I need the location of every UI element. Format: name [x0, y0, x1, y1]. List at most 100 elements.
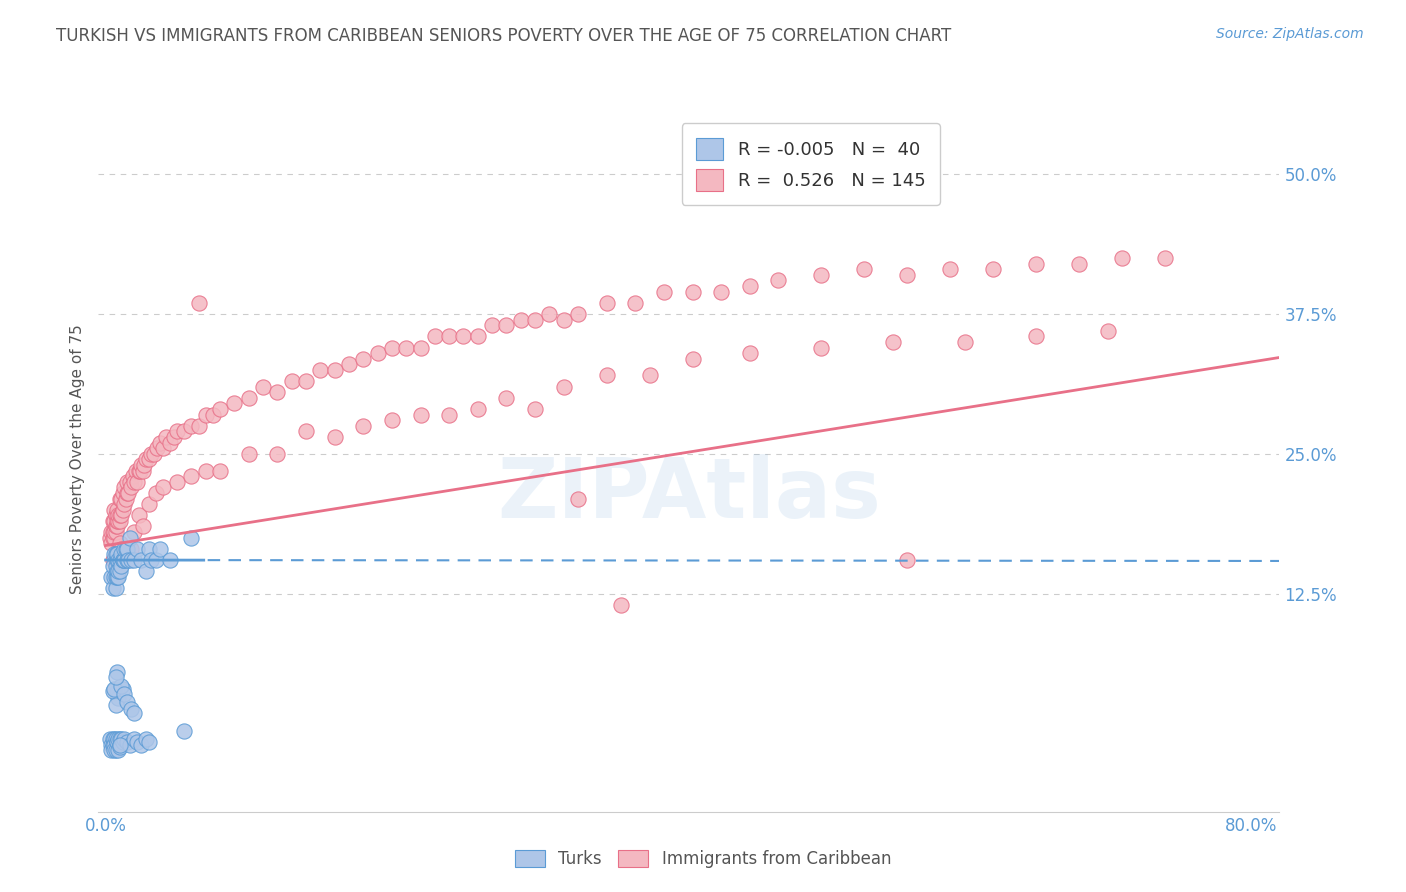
Point [896, 553, 918, 567]
Point [132, 519, 155, 533]
Point [141, 553, 163, 567]
Point [108, 514, 131, 528]
Point [103, 743, 125, 757]
Point [105, 735, 128, 749]
Point [105, 553, 128, 567]
Point [101, 531, 124, 545]
Point [131, 458, 153, 472]
Point [1154, 251, 1177, 265]
Point [187, 295, 209, 310]
Point [100, 743, 122, 757]
Point [112, 553, 135, 567]
Point [159, 553, 181, 567]
Point [143, 447, 166, 461]
Point [117, 486, 139, 500]
Point [104, 508, 127, 523]
Point [437, 329, 460, 343]
Point [138, 452, 160, 467]
Point [112, 731, 135, 746]
Point [111, 486, 134, 500]
Point [553, 379, 575, 393]
Point [104, 698, 127, 713]
Point [738, 346, 761, 360]
Point [201, 408, 224, 422]
Point [1025, 329, 1047, 343]
Point [638, 368, 661, 383]
Point [395, 341, 418, 355]
Point [173, 425, 195, 439]
Point [110, 508, 132, 523]
Point [595, 368, 617, 383]
Point [103, 548, 125, 562]
Point [100, 525, 122, 540]
Point [105, 519, 128, 533]
Point [882, 334, 904, 349]
Point [337, 357, 360, 371]
Point [323, 430, 346, 444]
Point [101, 514, 124, 528]
Point [103, 502, 125, 516]
Point [104, 519, 127, 533]
Point [104, 743, 127, 757]
Point [115, 695, 138, 709]
Point [280, 374, 302, 388]
Point [187, 418, 209, 433]
Point [105, 665, 128, 679]
Point [103, 525, 125, 540]
Point [295, 425, 318, 439]
Point [738, 279, 761, 293]
Point [209, 464, 232, 478]
Point [110, 731, 132, 746]
Point [107, 731, 129, 746]
Point [104, 570, 127, 584]
Point [381, 413, 404, 427]
Point [108, 536, 131, 550]
Point [467, 402, 489, 417]
Point [1111, 251, 1133, 265]
Point [105, 548, 128, 562]
Point [524, 402, 547, 417]
Point [98, 731, 121, 746]
Point [120, 702, 142, 716]
Point [896, 268, 918, 282]
Point [810, 341, 832, 355]
Point [509, 312, 531, 326]
Point [110, 491, 132, 506]
Text: ZIPAtlas: ZIPAtlas [496, 454, 882, 535]
Point [238, 447, 260, 461]
Point [107, 570, 129, 584]
Point [141, 447, 163, 461]
Point [111, 553, 134, 567]
Point [145, 486, 167, 500]
Point [121, 469, 143, 483]
Point [104, 525, 127, 540]
Point [107, 514, 129, 528]
Point [1025, 257, 1047, 271]
Point [180, 418, 202, 433]
Point [104, 731, 127, 746]
Point [105, 570, 128, 584]
Point [108, 739, 131, 754]
Point [853, 262, 876, 277]
Point [107, 743, 129, 757]
Point [266, 385, 288, 400]
Point [1097, 324, 1119, 338]
Point [152, 480, 174, 494]
Point [495, 318, 517, 333]
Point [180, 531, 202, 545]
Point [103, 531, 125, 545]
Point [115, 475, 138, 489]
Point [110, 541, 132, 556]
Point [114, 491, 136, 506]
Point [768, 273, 790, 287]
Point [1067, 257, 1090, 271]
Point [105, 564, 128, 578]
Point [134, 458, 156, 472]
Point [423, 329, 446, 343]
Point [309, 363, 332, 377]
Point [111, 553, 134, 567]
Y-axis label: Seniors Poverty Over the Age of 75: Seniors Poverty Over the Age of 75 [69, 325, 84, 594]
Point [117, 553, 139, 567]
Point [567, 491, 589, 506]
Point [115, 541, 138, 556]
